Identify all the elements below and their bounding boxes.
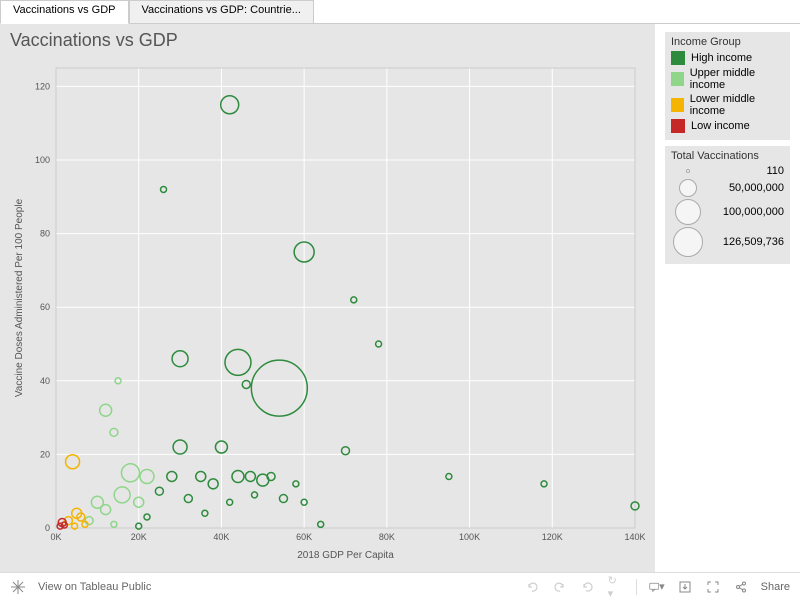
- fullscreen-icon[interactable]: [705, 579, 721, 595]
- tab-vaccinations-gdp[interactable]: Vaccinations vs GDP: [0, 0, 129, 24]
- legend-row[interactable]: High income: [671, 50, 784, 66]
- svg-text:Vaccine Doses Administered Per: Vaccine Doses Administered Per 100 Peopl…: [14, 198, 25, 397]
- size-circle: [679, 179, 697, 197]
- share-icon[interactable]: [733, 579, 749, 595]
- size-legend-title: Total Vaccinations: [671, 150, 784, 162]
- legend-label: Lower middle income: [690, 93, 784, 117]
- share-button[interactable]: Share: [761, 581, 790, 593]
- svg-text:120K: 120K: [542, 532, 563, 542]
- svg-text:120: 120: [35, 81, 50, 91]
- legend-label: 126,509,736: [723, 236, 784, 248]
- svg-text:20K: 20K: [131, 532, 147, 542]
- legend-swatch: [671, 119, 685, 133]
- scatter-plot[interactable]: 0K 20K 40K 60K 80K 100K 120K 140K 0 20 40 60 80 100 12…: [10, 60, 645, 562]
- legend-row[interactable]: Lower middle income: [671, 92, 784, 118]
- legend-swatch: [671, 72, 684, 86]
- tab-bar: Vaccinations vs GDP Vaccinations vs GDP:…: [0, 0, 800, 24]
- legend-row[interactable]: Low income: [671, 118, 784, 134]
- main-content: Vaccinations vs GDP 0K 20K 40K 60K 80K 100K 12…: [0, 24, 800, 572]
- legend-row[interactable]: 110: [671, 164, 784, 178]
- chart-panel: Vaccinations vs GDP 0K 20K 40K 60K 80K 100K 12…: [0, 24, 655, 572]
- tableau-public-link[interactable]: View on Tableau Public: [38, 581, 151, 593]
- undo-icon[interactable]: [524, 579, 540, 595]
- size-circle: [675, 199, 701, 225]
- legend-label: Upper middle income: [690, 67, 784, 91]
- refresh-icon[interactable]: ↻ ▾: [608, 579, 624, 595]
- legend-label: High income: [691, 52, 752, 64]
- svg-text:0K: 0K: [50, 532, 61, 542]
- legend-label: 50,000,000: [729, 182, 784, 194]
- legend-label: 100,000,000: [723, 206, 784, 218]
- svg-text:140K: 140K: [624, 532, 645, 542]
- legend-label: 110: [766, 165, 784, 177]
- svg-text:2018 GDP Per Capita: 2018 GDP Per Capita: [297, 550, 394, 561]
- svg-text:80K: 80K: [379, 532, 395, 542]
- legend-swatch: [671, 98, 684, 112]
- legend-row[interactable]: 100,000,000: [671, 198, 784, 226]
- legend-panel: Income Group High income Upper middle inc…: [655, 24, 800, 572]
- tableau-logo-icon[interactable]: [10, 579, 26, 595]
- svg-text:60K: 60K: [296, 532, 312, 542]
- svg-text:100K: 100K: [459, 532, 480, 542]
- comment-icon[interactable]: ▾: [649, 579, 665, 595]
- tab-vaccinations-gdp-countries[interactable]: Vaccinations vs GDP: Countrie...: [129, 0, 314, 23]
- svg-text:40: 40: [40, 376, 50, 386]
- legend-row[interactable]: 50,000,000: [671, 178, 784, 198]
- chart-title: Vaccinations vs GDP: [0, 24, 655, 57]
- svg-text:80: 80: [40, 229, 50, 239]
- color-legend-title: Income Group: [671, 36, 784, 48]
- legend-row[interactable]: 126,509,736: [671, 226, 784, 258]
- footer-toolbar: View on Tableau Public ↻ ▾ ▾ Share: [0, 572, 800, 600]
- download-icon[interactable]: [677, 579, 693, 595]
- divider: [636, 579, 637, 595]
- size-circle: [673, 227, 703, 257]
- svg-text:60: 60: [40, 302, 50, 312]
- legend-label: Low income: [691, 120, 750, 132]
- svg-text:40K: 40K: [213, 532, 229, 542]
- svg-text:100: 100: [35, 155, 50, 165]
- color-legend[interactable]: Income Group High income Upper middle inc…: [665, 32, 790, 140]
- legend-row[interactable]: Upper middle income: [671, 66, 784, 92]
- replay-icon[interactable]: [580, 579, 596, 595]
- svg-text:0: 0: [45, 523, 50, 533]
- size-circle: [686, 169, 690, 173]
- size-legend[interactable]: Total Vaccinations 110 50,000,000 100,000,…: [665, 146, 790, 264]
- svg-text:20: 20: [40, 449, 50, 459]
- redo-icon[interactable]: [552, 579, 568, 595]
- legend-swatch: [671, 51, 685, 65]
